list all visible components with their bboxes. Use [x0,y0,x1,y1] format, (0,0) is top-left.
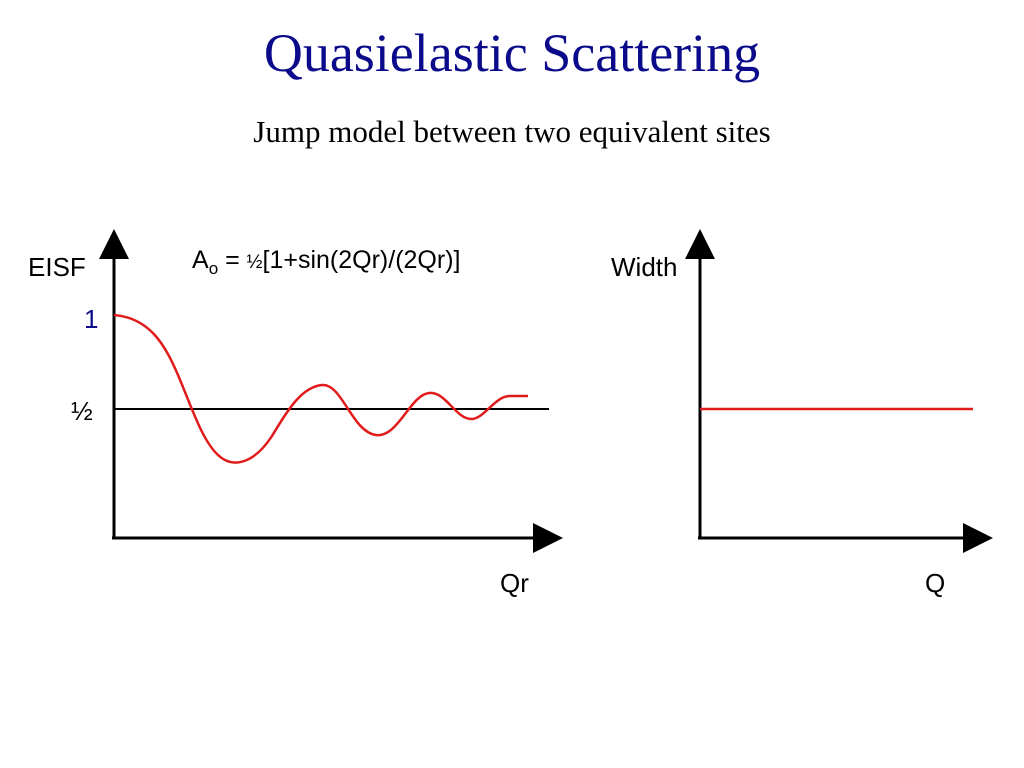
eisf-formula: Ao = ½[1+sin(2Qr)/(2Qr)] [192,246,460,279]
tick-half-label: ½ [71,396,93,426]
eisf-axis-label: EISF [28,252,86,282]
eisf-curve [113,313,528,464]
formula-half: ½ [246,252,263,273]
qr-axis-label: Qr [500,568,529,598]
formula-lhs-subscript: o [208,259,219,278]
slide-subtitle: Jump model between two equivalent sites [253,114,771,149]
formula-lhs: A [192,246,209,274]
formula-equals: = [218,246,247,274]
tick-one-label: 1 [84,304,99,334]
slide-title: Quasielastic Scattering [263,23,761,83]
width-axis-label: Width [611,252,678,282]
q-axis-label: Q [925,568,946,598]
formula-rhs: [1+sin(2Qr)/(2Qr)] [262,246,461,274]
